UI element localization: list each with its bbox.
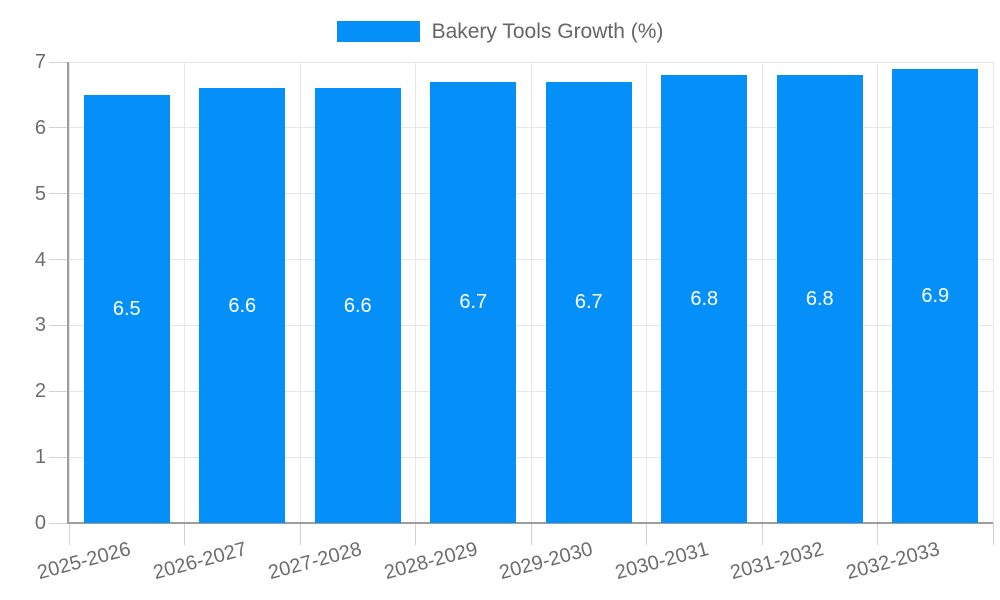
x-axis-tick-label: 2027-2028: [266, 538, 365, 585]
y-axis-tick-label: 1: [34, 446, 46, 469]
x-axis-tick-label: 2025-2026: [35, 538, 134, 585]
x-axis-tick: [68, 523, 70, 545]
y-axis-tick-label: 3: [34, 314, 46, 337]
y-axis-tick-label: 7: [34, 51, 46, 73]
y-axis-tick-label: 0: [34, 512, 46, 534]
legend-label: Bakery Tools Growth (%): [431, 20, 664, 43]
bar-value-label: 6.8: [805, 288, 834, 311]
x-gridline: [877, 62, 878, 523]
y-axis-tick-label: 5: [34, 182, 46, 205]
x-gridline: [415, 62, 416, 523]
x-axis-tick-label: 2026-2027: [150, 538, 249, 585]
x-axis-tick: [646, 523, 647, 545]
y-axis-tick: [49, 127, 69, 129]
bar[interactable]: [199, 88, 286, 523]
bar[interactable]: [314, 88, 401, 523]
bar-value-label: 6.5: [112, 297, 141, 320]
y-axis-line: [67, 62, 69, 523]
x-gridline: [761, 62, 763, 523]
bar-value-label: 6.7: [574, 291, 603, 314]
y-axis-tick: [49, 324, 69, 326]
bar-value-label: 6.9: [921, 284, 950, 307]
x-axis-tick: [299, 523, 301, 545]
x-axis-tick-label: 2031-2032: [728, 538, 827, 585]
x-gridline: [299, 62, 301, 523]
y-axis-tick: [49, 193, 69, 195]
x-axis-tick: [761, 523, 763, 545]
y-axis-tick-label: 4: [34, 248, 46, 271]
x-axis-line: [67, 522, 993, 524]
y-axis-tick-label: 6: [34, 116, 46, 139]
x-axis-tick-label: 2032-2033: [843, 538, 942, 585]
x-axis-tick: [415, 523, 416, 545]
bar[interactable]: [661, 75, 748, 523]
y-axis-tick: [49, 61, 69, 63]
bar-value-label: 6.7: [459, 291, 488, 314]
y-axis-tick: [49, 522, 69, 524]
x-axis-tick: [530, 523, 532, 545]
legend-swatch: [336, 21, 420, 43]
chart-legend[interactable]: Bakery Tools Growth (%): [0, 20, 1000, 43]
x-axis-tick-label: 2029-2030: [497, 538, 596, 585]
bar-value-label: 6.8: [690, 288, 719, 311]
y-axis-tick: [49, 456, 69, 458]
y-axis-tick: [49, 259, 69, 261]
x-gridline: [992, 62, 994, 523]
x-gridline: [68, 62, 70, 523]
x-axis-tick: [992, 523, 994, 545]
x-gridline: [530, 62, 532, 523]
x-axis-tick: [184, 523, 185, 545]
x-axis-tick-label: 2028-2029: [381, 538, 480, 585]
bar[interactable]: [430, 81, 517, 523]
x-gridline: [184, 62, 185, 523]
y-axis-tick: [49, 390, 69, 392]
bar-value-label: 6.6: [228, 294, 257, 317]
bar[interactable]: [892, 68, 979, 523]
bar[interactable]: [545, 81, 632, 523]
y-axis-tick-label: 2: [34, 380, 46, 403]
x-gridline: [646, 62, 647, 523]
x-axis-tick-label: 2030-2031: [612, 538, 711, 585]
bar-value-label: 6.6: [343, 294, 372, 317]
bar[interactable]: [776, 75, 863, 523]
bar[interactable]: [83, 94, 170, 523]
x-axis-tick: [877, 523, 878, 545]
